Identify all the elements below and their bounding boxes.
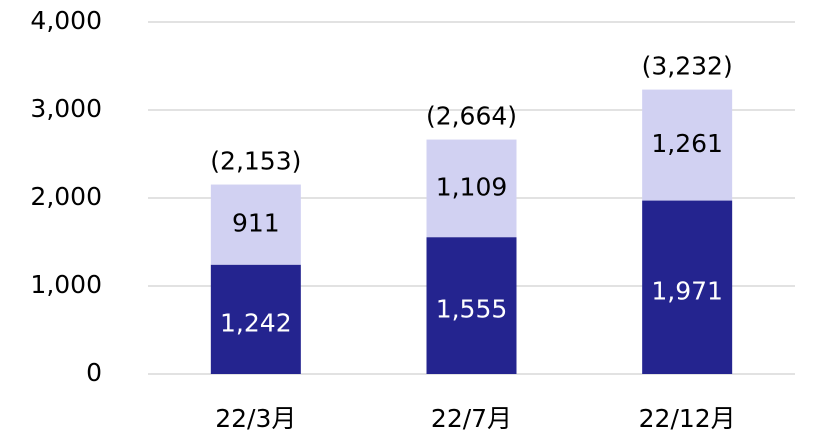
bar-segment bbox=[642, 89, 733, 201]
y-tick-label: 1,000 bbox=[30, 270, 102, 299]
total-label: (2,664) bbox=[426, 102, 517, 131]
bar-segment bbox=[210, 184, 301, 265]
value-label: 1,971 bbox=[651, 276, 723, 305]
total-label: (3,232) bbox=[642, 52, 733, 81]
y-tick-label: 4,000 bbox=[30, 6, 102, 35]
bar-segment bbox=[426, 139, 517, 238]
value-label: 1,555 bbox=[436, 295, 508, 324]
value-label: 911 bbox=[232, 209, 280, 238]
value-label: 1,261 bbox=[651, 129, 723, 158]
x-tick-label: 22/3月 bbox=[215, 404, 296, 433]
x-tick-label: 22/7月 bbox=[431, 404, 512, 433]
bar-segment bbox=[642, 200, 733, 374]
bar-segment bbox=[210, 264, 301, 374]
y-tick-label: 0 bbox=[86, 358, 102, 387]
y-tick-label: 3,000 bbox=[30, 94, 102, 123]
value-label: 1,242 bbox=[220, 308, 292, 337]
total-label: (2,153) bbox=[210, 147, 301, 176]
value-label: 1,109 bbox=[436, 172, 508, 201]
x-tick-label: 22/12月 bbox=[639, 404, 736, 433]
y-tick-label: 2,000 bbox=[30, 182, 102, 211]
bar-segment bbox=[426, 237, 517, 374]
